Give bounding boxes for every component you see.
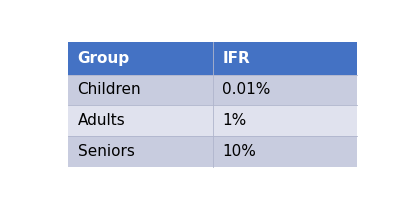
Bar — [212, 105, 357, 136]
Bar — [212, 136, 357, 167]
Bar — [68, 75, 213, 105]
Text: Group: Group — [78, 51, 130, 66]
Bar — [212, 75, 357, 105]
Bar — [68, 42, 213, 75]
Text: 1%: 1% — [222, 113, 247, 128]
Text: Adults: Adults — [78, 113, 125, 128]
Text: 0.01%: 0.01% — [222, 83, 271, 97]
Bar — [212, 42, 357, 75]
Text: Seniors: Seniors — [78, 144, 134, 159]
Text: 10%: 10% — [222, 144, 256, 159]
Text: IFR: IFR — [222, 51, 250, 66]
Bar — [68, 105, 213, 136]
Bar — [68, 136, 213, 167]
Text: Children: Children — [78, 83, 141, 97]
